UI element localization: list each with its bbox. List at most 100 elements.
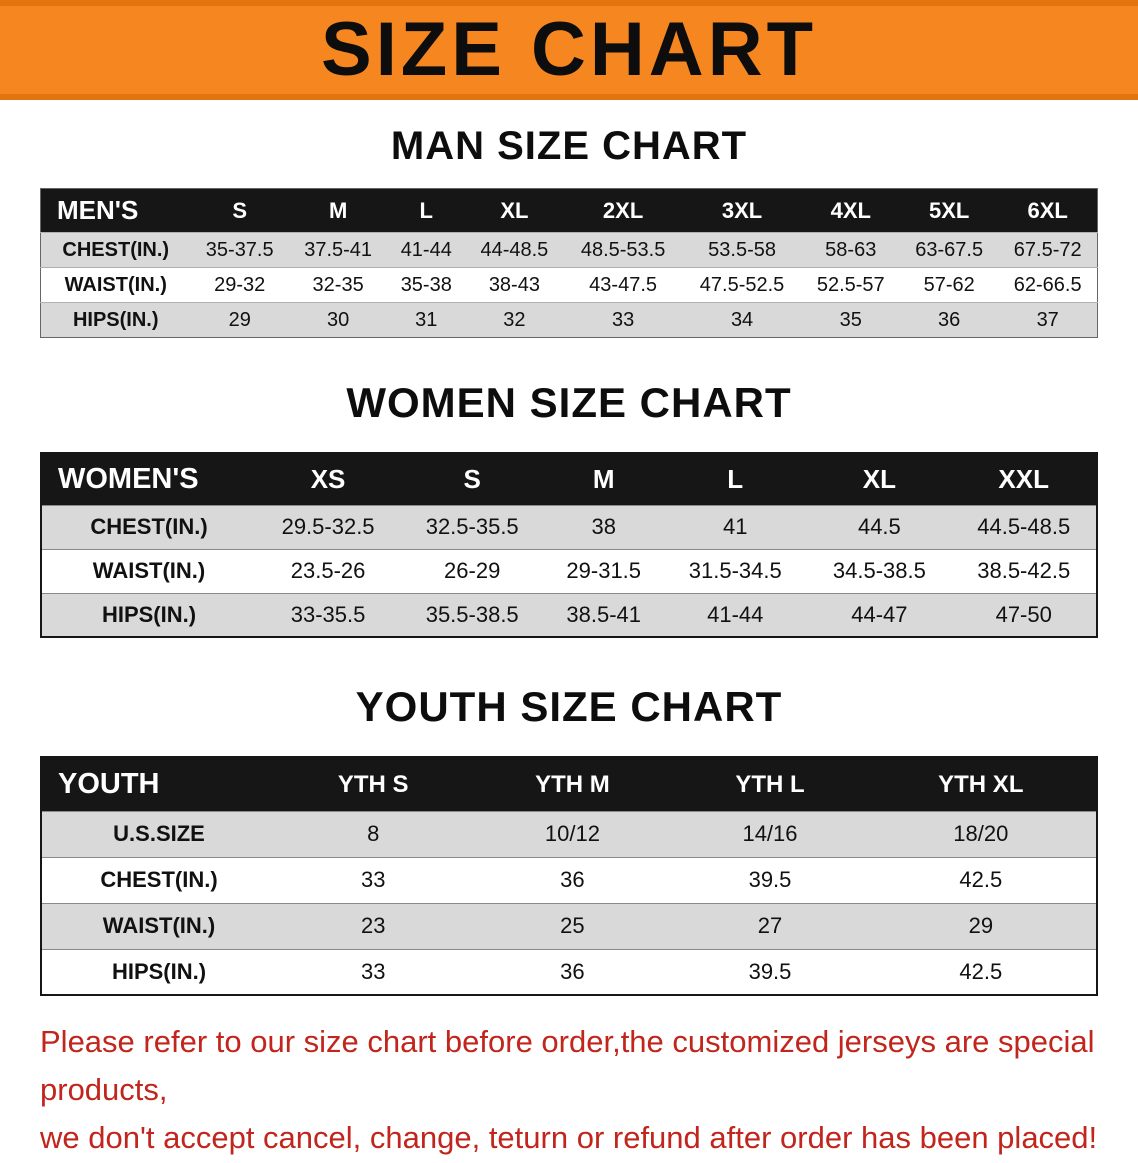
size-header-cell: L	[727, 463, 744, 494]
table-row: CHEST(IN.) 33 36 39.5 42.5	[41, 857, 1097, 904]
size-header-cell: S	[463, 463, 481, 494]
row-label-cell: U.S.SIZE	[113, 821, 205, 847]
value-cell: 29-31.5	[566, 558, 642, 584]
size-header-cell: XXL	[998, 463, 1049, 494]
value-cell: 34.5-38.5	[832, 558, 926, 584]
value-cell: 38.5-42.5	[977, 558, 1071, 584]
size-header-cell: XL	[500, 197, 529, 223]
value-cell: 39.5	[748, 867, 792, 893]
value-cell: 29.5-32.5	[281, 514, 375, 540]
value-cell: 63-67.5	[915, 238, 984, 261]
women-size-table: WOMEN'S XS S M L XL XXL CHEST(IN.) 29.5-32.5 32.5…	[40, 452, 1098, 639]
women-size-section: WOMEN SIZE CHART WOMEN'S XS S M L XL XXL CHEST(…	[0, 379, 1138, 639]
size-header-cell: M	[592, 463, 615, 494]
table-row: CHEST(IN.) 29.5-32.5 32.5-35.5 38 41 44.5 44.5…	[41, 505, 1097, 550]
value-cell: 33-35.5	[290, 601, 366, 627]
table-row: CHEST(IN.) 35-37.5 37.5-41 41-44 44-48.5 48.5…	[40, 232, 1098, 268]
value-cell: 43-47.5	[589, 273, 658, 296]
value-cell: 37.5-41	[304, 238, 373, 261]
size-chart-banner: SIZE CHART	[0, 0, 1138, 100]
value-cell: 32	[503, 308, 526, 331]
value-cell: 31.5-34.5	[688, 558, 782, 584]
row-label-cell: HIPS(IN.)	[101, 601, 197, 627]
value-cell: 47.5-52.5	[699, 273, 785, 296]
size-header-cell: XL	[862, 463, 896, 494]
row-label-cell: WAIST(IN.)	[92, 558, 206, 584]
value-cell: 67.5-72	[1013, 238, 1082, 261]
value-cell: 44-47	[851, 601, 908, 627]
youth-size-table: YOUTH YTH S YTH M YTH L YTH XL U.S.SIZE 8 10/12…	[40, 756, 1098, 997]
value-cell: 26-29	[444, 558, 501, 584]
value-cell: 29	[228, 308, 251, 331]
size-header-cell: M	[328, 197, 348, 223]
value-cell: 29	[968, 913, 994, 939]
value-cell: 58-63	[825, 238, 877, 261]
size-header-cell: 3XL	[721, 197, 763, 223]
disclaimer: Please refer to our size chart before or…	[40, 1018, 1100, 1162]
table-row: U.S.SIZE 8 10/12 14/16 18/20	[41, 811, 1097, 858]
value-cell: 38-43	[488, 273, 540, 296]
value-cell: 23.5-26	[290, 558, 366, 584]
size-header-cell: YTH M	[535, 770, 610, 798]
table-row: WAIST(IN.) 23 25 27 29	[41, 903, 1097, 950]
table-row: HIPS(IN.) 29 30 31 32 33 34 35 36 37	[40, 302, 1098, 338]
value-cell: 37	[1036, 308, 1059, 331]
value-cell: 48.5-53.5	[580, 238, 666, 261]
value-cell: 32-35	[312, 273, 364, 296]
table-title-cell: WOMEN'S	[58, 462, 199, 495]
disclaimer-line-2: we don't accept cancel, change, teturn o…	[40, 1120, 1098, 1156]
size-header-cell: S	[232, 197, 248, 223]
table-row: HIPS(IN.) 33-35.5 35.5-38.5 38.5-41 41-44 44-…	[41, 593, 1097, 638]
disclaimer-line-1: Please refer to our size chart before or…	[40, 1024, 1095, 1108]
value-cell: 29-32	[214, 273, 266, 296]
size-header-cell: 5XL	[929, 197, 970, 223]
value-cell: 44.5-48.5	[977, 514, 1071, 540]
value-cell: 62-66.5	[1013, 273, 1082, 296]
table-row: WAIST(IN.) 29-32 32-35 35-38 38-43 43-47.5 47.…	[40, 267, 1098, 303]
size-header-cell: 4XL	[830, 197, 871, 223]
value-cell: 33	[361, 867, 386, 893]
value-cell: 39.5	[748, 959, 792, 985]
size-header-cell: YTH XL	[938, 770, 1024, 798]
table-title-cell: YOUTH	[58, 768, 160, 801]
value-cell: 38.5-41	[566, 601, 642, 627]
value-cell: 57-62	[923, 273, 975, 296]
value-cell: 52.5-57	[816, 273, 885, 296]
value-cell: 42.5	[959, 867, 1003, 893]
value-cell: 42.5	[959, 959, 1003, 985]
banner-title: SIZE CHART	[321, 7, 817, 92]
size-header-cell: L	[419, 197, 433, 223]
table-header-row: WOMEN'S XS S M L XL XXL	[41, 453, 1097, 506]
value-cell: 41-44	[400, 238, 452, 261]
youth-size-section: YOUTH SIZE CHART YOUTH YTH S YTH M YTH L YTH…	[0, 683, 1138, 997]
size-header-cell: YTH S	[337, 770, 409, 798]
row-label-cell: HIPS(IN.)	[111, 959, 207, 985]
value-cell: 35.5-38.5	[425, 601, 519, 627]
value-cell: 35-38	[400, 273, 452, 296]
table-header-row: YOUTH YTH S YTH M YTH L YTH XL	[41, 757, 1097, 812]
value-cell: 38	[591, 514, 616, 540]
value-cell: 35-37.5	[205, 238, 274, 261]
table-row: HIPS(IN.) 33 36 39.5 42.5	[41, 949, 1097, 996]
size-header-cell: 2XL	[602, 197, 644, 223]
value-cell: 41-44	[707, 601, 764, 627]
value-cell: 8	[367, 821, 380, 847]
value-cell: 35	[839, 308, 862, 331]
value-cell: 14/16	[742, 821, 798, 847]
value-cell: 32.5-35.5	[425, 514, 519, 540]
table-row: WAIST(IN.) 23.5-26 26-29 29-31.5 31.5-34.5 34…	[41, 549, 1097, 594]
youth-section-heading: YOUTH SIZE CHART	[355, 683, 783, 731]
row-label-cell: HIPS(IN.)	[72, 308, 159, 331]
size-header-cell: YTH L	[735, 770, 805, 798]
value-cell: 25	[560, 913, 585, 939]
value-cell: 31	[415, 308, 438, 331]
table-title-cell: MEN'S	[57, 195, 139, 225]
value-cell: 30	[327, 308, 350, 331]
value-cell: 41	[723, 514, 748, 540]
value-cell: 36	[560, 867, 585, 893]
size-header-cell: 6XL	[1027, 197, 1068, 223]
men-size-section: MAN SIZE CHART MEN'S S M L XL 2XL 3XL 4XL 5XL 6XL…	[0, 124, 1138, 338]
row-label-cell: WAIST(IN.)	[102, 913, 216, 939]
value-cell: 47-50	[995, 601, 1052, 627]
value-cell: 18/20	[953, 821, 1009, 847]
